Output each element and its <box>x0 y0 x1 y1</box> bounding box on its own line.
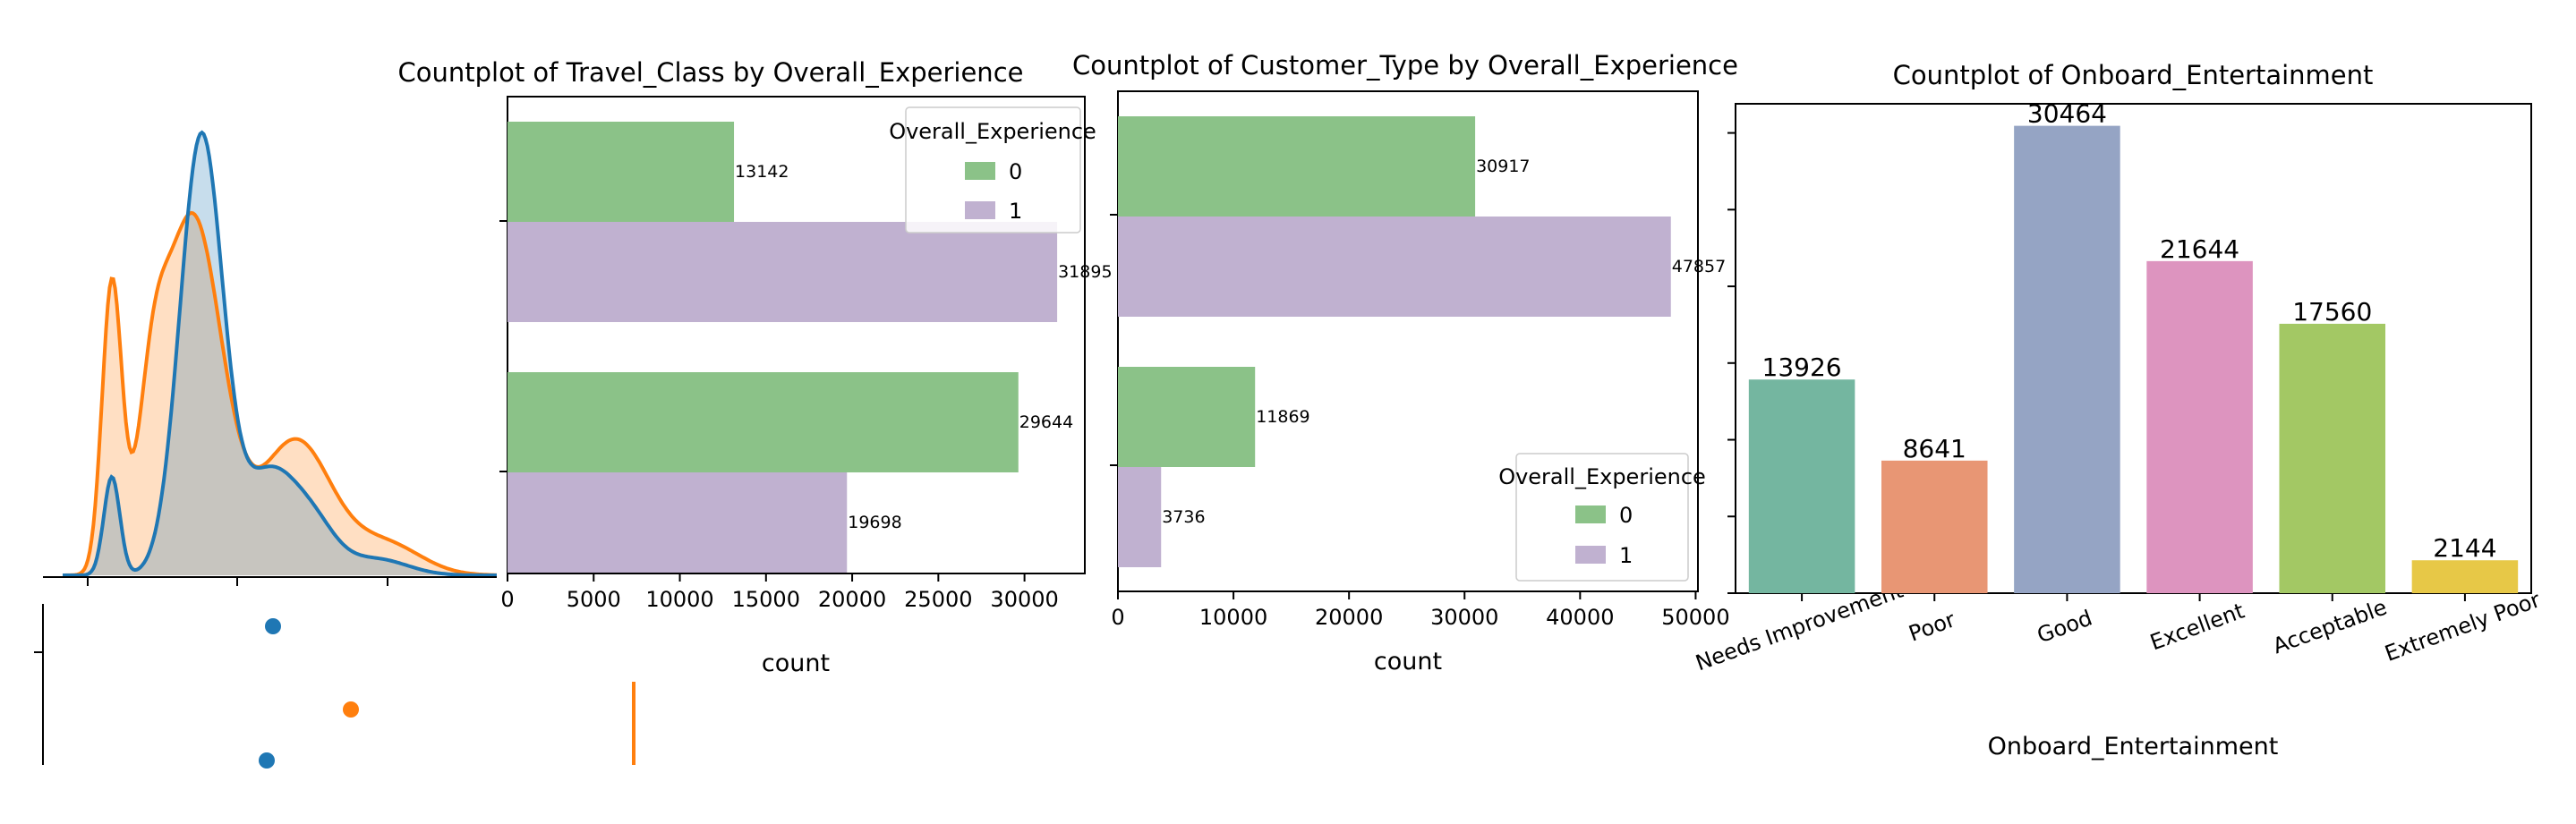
legend-title: Overall_Experience <box>1498 464 1706 489</box>
bar-series-0-cat-0 <box>1118 116 1476 217</box>
legend: Overall_Experience 0 1 <box>889 106 1096 234</box>
x-tick-label: 20000 <box>818 587 886 612</box>
x-tick-label: 25000 <box>904 587 972 612</box>
plot-frame <box>507 96 1086 574</box>
legend-swatch-0 <box>965 162 995 180</box>
x-tick-label: 5000 <box>567 587 621 612</box>
strip-point <box>265 618 281 634</box>
bar-good <box>2014 125 2120 593</box>
strip-panel <box>34 604 635 769</box>
customer-type-panel: Countplot of Customer_Type by Overall_Ex… <box>1072 50 1738 675</box>
kde-fill-orange <box>63 213 497 575</box>
x-tick-label: Acceptable <box>2270 595 2391 659</box>
x-axis-label: count <box>1374 648 1442 675</box>
bar-value-label: 17560 <box>2292 297 2372 327</box>
legend: Overall_Experience 0 1 <box>1498 453 1706 582</box>
bar-extremely-poor <box>2411 560 2519 593</box>
bar-value-label: 47857 <box>1672 257 1726 276</box>
bar-series-0-cat-0 <box>508 122 735 222</box>
chart-title: Countplot of Customer_Type by Overall_Ex… <box>1072 50 1738 81</box>
plot-frame <box>1117 90 1699 592</box>
onboard-entertainment-panel: Countplot of Onboard_Entertainment 13926… <box>1693 60 2544 760</box>
bar-series-0-cat-1 <box>508 372 1019 472</box>
x-tick-label: Good <box>2034 606 2095 649</box>
bar-needs-improvement <box>1748 379 1855 593</box>
chart-title: Countplot of Onboard_Entertainment <box>1893 60 2374 90</box>
x-tick-label: 0 <box>500 587 514 612</box>
bar-series-0-cat-1 <box>1118 367 1256 467</box>
bar-value-label: 31895 <box>1058 262 1112 282</box>
x-axis-label: Onboard_Entertainment <box>1988 733 2279 760</box>
strip-point <box>343 701 359 718</box>
x-axis-label: count <box>762 650 830 677</box>
x-tick-label: 30000 <box>990 587 1058 612</box>
legend-swatch-1 <box>965 201 995 219</box>
kde-panel <box>43 130 497 586</box>
bar-value-label: 21644 <box>2160 234 2239 264</box>
x-tick-label: Poor <box>1906 607 1958 646</box>
x-tick-label: Excellent <box>2147 599 2248 656</box>
x-tick-label: 20000 <box>1315 605 1383 630</box>
bar-value-label: 2144 <box>2433 533 2496 563</box>
legend-swatch-1 <box>1575 546 1606 564</box>
legend-entry-1: 1 <box>1009 199 1022 224</box>
bar-series-1-cat-0 <box>1118 217 1671 317</box>
bar-value-label: 19698 <box>848 513 901 532</box>
legend-title: Overall_Experience <box>889 119 1096 144</box>
bar-value-label: 30917 <box>1476 157 1530 176</box>
chart-title: Countplot of Travel_Class by Overall_Exp… <box>398 57 1024 88</box>
legend-entry-0: 0 <box>1009 159 1022 184</box>
x-tick-label: Extremely Poor <box>2382 587 2544 667</box>
kde-line-blue <box>63 130 497 577</box>
bar-value-label: 13926 <box>1762 353 1842 382</box>
bar-value-label: 3736 <box>1162 507 1205 527</box>
legend-swatch-0 <box>1575 505 1606 523</box>
x-tick-label: 10000 <box>645 587 713 612</box>
kde-fill-blue <box>63 132 497 575</box>
strip-point <box>259 752 275 769</box>
kde-line-orange <box>63 210 497 577</box>
bar-poor <box>1881 460 1988 593</box>
x-tick-label: 15000 <box>732 587 800 612</box>
bar-value-label: 13142 <box>735 162 789 182</box>
x-tick-label: 30000 <box>1430 605 1498 630</box>
plot-frame <box>1735 103 2532 594</box>
bar-series-1-cat-1 <box>1118 467 1162 567</box>
x-tick-label: 0 <box>1111 605 1124 630</box>
bar-value-label: 11869 <box>1256 407 1309 427</box>
bar-value-label: 29644 <box>1019 412 1073 432</box>
bar-acceptable <box>2279 323 2386 593</box>
legend-entry-0: 0 <box>1619 503 1633 528</box>
bar-value-label: 30464 <box>2027 99 2107 129</box>
legend-entry-1: 1 <box>1619 543 1633 568</box>
x-tick-label: 50000 <box>1661 605 1729 630</box>
x-tick-label: 40000 <box>1546 605 1614 630</box>
bar-series-1-cat-1 <box>508 472 848 573</box>
bar-excellent <box>2146 260 2253 593</box>
bar-value-label: 8641 <box>1903 434 1966 463</box>
bar-series-1-cat-0 <box>508 222 1058 322</box>
travel-class-panel: Countplot of Travel_Class by Overall_Exp… <box>398 57 1113 677</box>
x-tick-label: 10000 <box>1199 605 1267 630</box>
